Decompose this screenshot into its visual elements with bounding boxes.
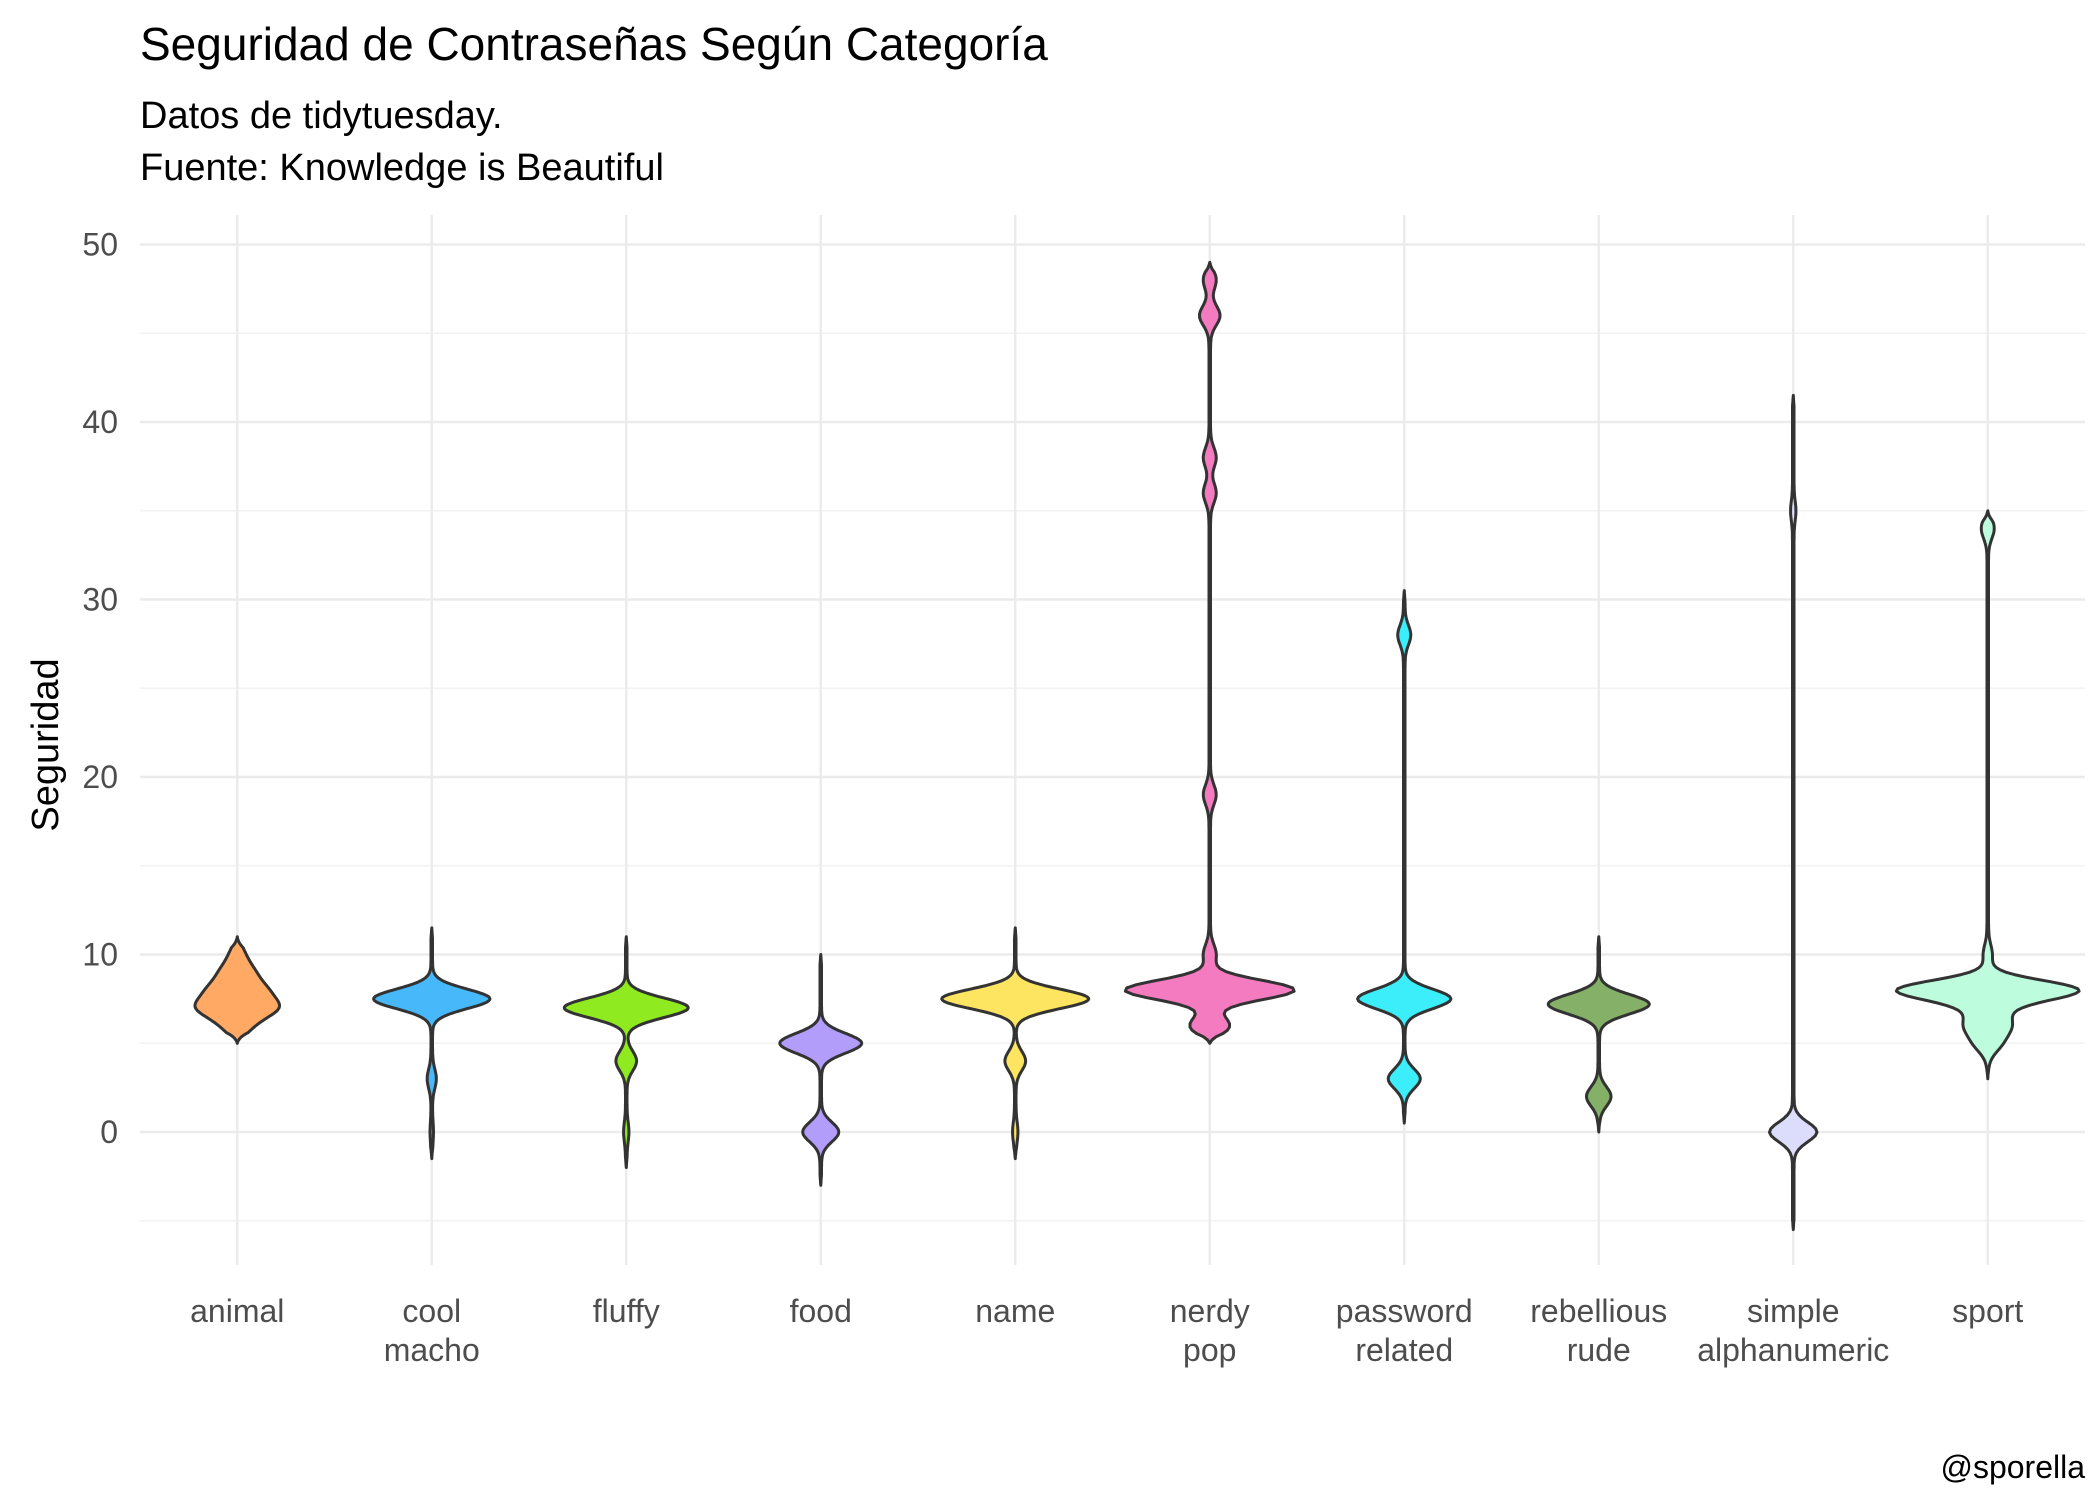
violin-name	[940, 926, 1091, 1161]
x-tick-label: alphanumeric	[1697, 1332, 1889, 1368]
y-tick-label: 30	[82, 582, 118, 618]
chart-subtitle-line-1: Datos de tidytuesday.	[140, 95, 503, 137]
y-tick-label: 20	[82, 759, 118, 795]
y-tick-label: 40	[82, 404, 118, 440]
x-tick-label: rebellious	[1530, 1293, 1667, 1329]
chart-title: Seguridad de Contraseñas Según Categoría	[140, 18, 1048, 70]
y-tick-label: 10	[82, 937, 118, 973]
y-tick-label: 0	[100, 1114, 118, 1150]
violin-cool-macho	[372, 926, 492, 1161]
x-tick-label: password	[1336, 1293, 1473, 1329]
violin-simple-alphanumeric	[1768, 393, 1819, 1232]
y-axis-label: Seguridad	[25, 658, 67, 831]
x-tick-label: rude	[1567, 1332, 1631, 1368]
y-axis-ticks: 0 10 20 30 40 50	[82, 227, 118, 1151]
x-tick-label: related	[1355, 1332, 1453, 1368]
chart-subtitle-line-2: Fuente: Knowledge is Beautiful	[140, 147, 664, 189]
violins	[193, 260, 2081, 1232]
x-tick-label: animal	[190, 1293, 284, 1329]
x-tick-label: food	[790, 1293, 852, 1329]
x-tick-label: simple	[1747, 1293, 1839, 1329]
x-tick-label: fluffy	[593, 1293, 660, 1329]
x-tick-label: nerdy	[1170, 1293, 1250, 1329]
x-tick-label: macho	[384, 1332, 480, 1368]
x-tick-label: name	[975, 1293, 1055, 1329]
chart-caption: @sporella	[1940, 1449, 2085, 1485]
x-tick-label: sport	[1952, 1293, 2023, 1329]
violin-fluffy	[562, 935, 690, 1169]
violin-food	[778, 953, 864, 1187]
x-tick-label: pop	[1183, 1332, 1236, 1368]
violin-password-related	[1356, 589, 1453, 1125]
y-tick-label: 50	[82, 227, 118, 263]
violin-nerdy-pop	[1123, 260, 1296, 1045]
violin-animal	[193, 935, 281, 1045]
violin-sport	[1894, 509, 2081, 1081]
x-tick-label: cool	[402, 1293, 461, 1329]
violin-rebellious-rude	[1546, 935, 1651, 1134]
